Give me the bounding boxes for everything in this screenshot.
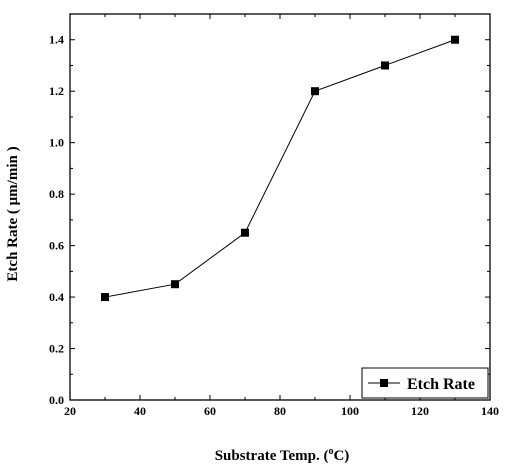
y-tick-label: 0.0: [49, 393, 64, 407]
plot-frame: [69, 13, 491, 401]
data-point: [101, 293, 109, 302]
legend-marker: [380, 379, 388, 387]
x-tick-label: 20: [64, 404, 76, 418]
x-axis-title: Substrate Temp. (oC): [215, 446, 350, 464]
x-axis-title-end: C): [333, 448, 349, 464]
x-tick-label: 40: [134, 404, 146, 418]
x-axis-title-main: Substrate Temp. (: [215, 448, 329, 464]
y-tick-label: 1.0: [49, 136, 64, 150]
y-tick-label: 1.4: [49, 33, 64, 47]
y-tick-label: 0.6: [49, 239, 64, 253]
x-tick-label: 140: [481, 404, 499, 418]
x-axis-ticks: 20 40 60 80 100 120 140: [64, 14, 499, 418]
x-tick-label: 80: [274, 404, 286, 418]
data-point: [381, 61, 389, 70]
series-line: [104, 39, 456, 298]
y-tick-label: 0.2: [49, 342, 64, 356]
y-axis-title: Etch Rate ( μm/min ): [5, 146, 21, 281]
y-tick-label: 0.4: [49, 290, 64, 304]
y-tick-label: 1.2: [49, 84, 64, 98]
legend: Etch Rate: [361, 367, 489, 399]
x-tick-label: 120: [411, 404, 429, 418]
x-tick-label: 100: [341, 404, 359, 418]
x-tick-label: 60: [204, 404, 216, 418]
x-axis-title-superscript: o: [328, 446, 333, 457]
data-point: [311, 87, 319, 96]
plot-area: [69, 13, 491, 401]
data-point: [241, 228, 249, 237]
legend-label: Etch Rate: [407, 376, 475, 393]
data-point: [171, 280, 179, 289]
data-point: [451, 35, 459, 44]
series-etch-rate: [101, 35, 459, 302]
y-tick-label: 0.8: [49, 187, 64, 201]
y-axis-ticks: 0.0 0.2 0.4 0.6 0.8 1.0 1.2 1.4: [49, 13, 490, 407]
